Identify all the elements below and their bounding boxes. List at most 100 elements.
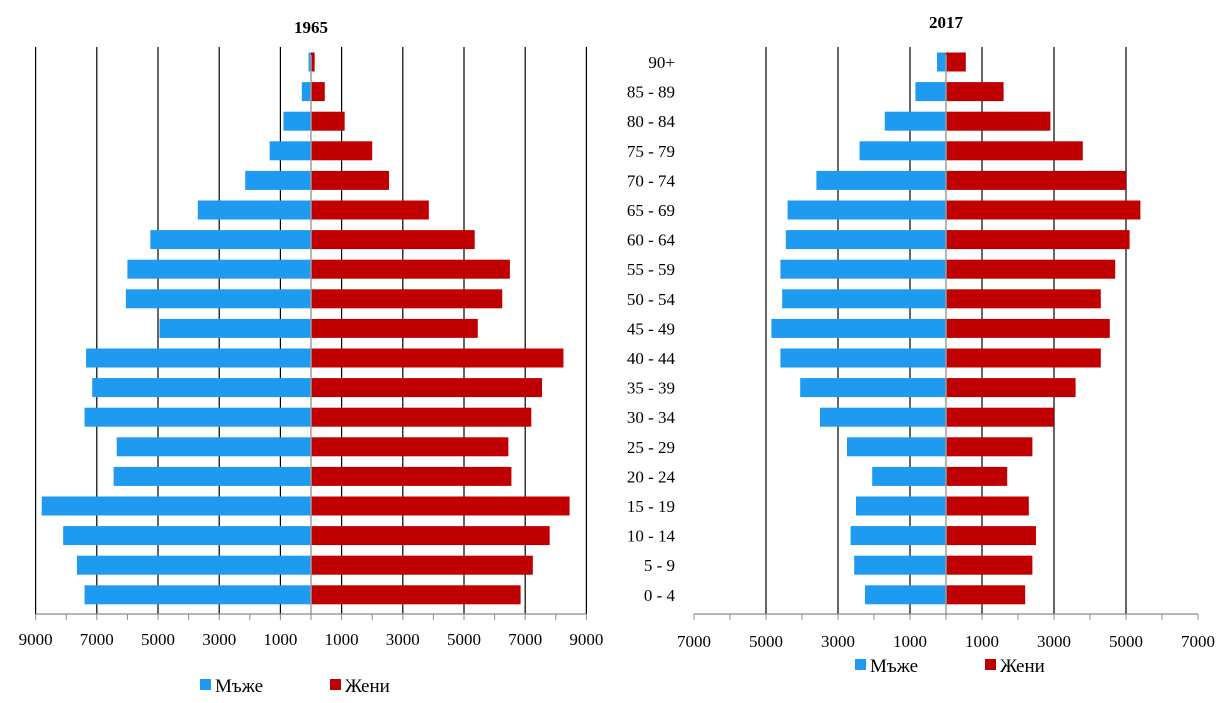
- x-tick-label-1965-5: 1000: [325, 630, 359, 649]
- bar-female-1965-0: [311, 585, 521, 605]
- category-label-0: 0 - 4: [644, 586, 676, 605]
- legend-label-2017-0: Мъже: [870, 656, 918, 677]
- bar-male-2017-16: [884, 111, 946, 131]
- legend-label-2017-1: Жени: [1000, 656, 1045, 677]
- bar-male-1965-6: [84, 407, 311, 427]
- bar-male-2017-10: [782, 289, 946, 309]
- bar-female-2017-11: [946, 259, 1116, 279]
- bar-female-2017-0: [946, 585, 1026, 605]
- bar-male-2017-14: [816, 170, 946, 190]
- bar-male-1965-10: [125, 289, 312, 309]
- bar-female-1965-17: [311, 82, 325, 102]
- bar-male-1965-8: [86, 348, 311, 368]
- bar-female-1965-16: [311, 111, 345, 131]
- category-label-12: 60 - 64: [627, 231, 676, 250]
- bar-male-1965-17: [301, 82, 311, 102]
- bar-female-1965-10: [311, 289, 503, 309]
- bar-male-2017-18: [937, 52, 946, 72]
- bar-female-2017-8: [946, 348, 1101, 368]
- category-label-4: 20 - 24: [627, 467, 676, 486]
- bar-female-1965-4: [311, 466, 512, 486]
- x-tick-label-2017-3: 1000: [893, 632, 927, 651]
- bar-male-2017-0: [865, 585, 946, 605]
- chart-title-2017: 2017: [929, 13, 964, 32]
- x-tick-label-2017-6: 5000: [1109, 632, 1143, 651]
- bar-male-2017-2: [850, 526, 946, 546]
- bar-male-1965-14: [245, 170, 311, 190]
- bar-male-1965-12: [150, 230, 311, 250]
- bar-female-2017-12: [946, 230, 1130, 250]
- legend-swatch-2017-0: [855, 659, 866, 670]
- bar-female-2017-10: [946, 289, 1101, 309]
- category-label-8: 40 - 44: [627, 349, 676, 368]
- x-tick-label-1965-1: 7000: [80, 630, 114, 649]
- x-tick-label-1965-7: 5000: [447, 630, 481, 649]
- bar-male-1965-15: [269, 141, 311, 161]
- category-label-1: 5 - 9: [644, 556, 675, 575]
- bar-female-2017-15: [946, 141, 1083, 161]
- bar-female-2017-14: [946, 170, 1126, 190]
- bar-male-2017-5: [847, 437, 946, 457]
- bar-male-1965-5: [116, 437, 311, 457]
- bar-female-1965-18: [311, 52, 315, 72]
- x-tick-label-2017-0: 7000: [677, 632, 711, 651]
- category-label-16: 80 - 84: [627, 112, 676, 131]
- category-label-7: 35 - 39: [627, 379, 675, 398]
- category-label-17: 85 - 89: [627, 83, 675, 102]
- category-label-2: 10 - 14: [627, 527, 676, 546]
- bar-male-2017-3: [856, 496, 946, 516]
- category-label-18: 90+: [648, 53, 675, 72]
- bar-male-2017-15: [859, 141, 946, 161]
- x-tick-label-1965-0: 9000: [19, 630, 53, 649]
- bar-male-2017-8: [780, 348, 946, 368]
- bar-female-1965-2: [311, 526, 550, 546]
- bar-male-2017-6: [820, 407, 946, 427]
- legend-label-1965-0: Мъже: [215, 676, 263, 697]
- bar-female-2017-17: [946, 82, 1004, 102]
- bar-female-1965-11: [311, 259, 510, 279]
- bar-male-2017-11: [780, 259, 946, 279]
- bar-female-2017-1: [946, 555, 1033, 575]
- category-label-11: 55 - 59: [627, 260, 675, 279]
- bar-female-2017-9: [946, 318, 1110, 338]
- legend-swatch-2017-1: [985, 659, 996, 670]
- bar-male-2017-9: [771, 318, 946, 338]
- legend-swatch-1965-0: [200, 679, 211, 690]
- legend-label-1965-1: Жени: [345, 676, 390, 697]
- bar-female-1965-14: [311, 170, 390, 190]
- bar-female-2017-4: [946, 466, 1008, 486]
- bar-female-1965-9: [311, 318, 478, 338]
- population-pyramid-2017: 0 - 4 5 - 9 10 - 14 15 - 19 20 - 24 25 - 29 30…: [627, 47, 1215, 677]
- bar-female-1965-5: [311, 437, 509, 457]
- population-pyramid-1965: 9000 7000 5000 3000 1000 1000 3000 5000 7000 9000…: [19, 47, 603, 697]
- bar-male-2017-12: [785, 230, 946, 250]
- bar-male-1965-4: [113, 466, 311, 486]
- bar-male-1965-18: [308, 52, 311, 72]
- bar-male-1965-13: [197, 200, 311, 220]
- x-tick-label-2017-5: 3000: [1037, 632, 1071, 651]
- x-tick-label-1965-4: 1000: [263, 630, 297, 649]
- bar-female-1965-13: [311, 200, 429, 220]
- bar-female-2017-7: [946, 378, 1076, 398]
- bar-female-1965-1: [311, 555, 533, 575]
- bar-male-2017-4: [872, 466, 946, 486]
- bar-female-1965-8: [311, 348, 564, 368]
- bar-female-1965-7: [311, 378, 543, 398]
- x-tick-label-1965-3: 3000: [202, 630, 236, 649]
- x-tick-label-2017-1: 5000: [749, 632, 783, 651]
- category-label-9: 45 - 49: [627, 319, 675, 338]
- category-label-10: 50 - 54: [627, 290, 676, 309]
- bar-male-1965-7: [92, 378, 312, 398]
- bar-female-2017-6: [946, 407, 1054, 427]
- bar-male-2017-7: [800, 378, 946, 398]
- bar-female-2017-16: [946, 111, 1051, 131]
- bar-female-1965-15: [311, 141, 373, 161]
- legend-swatch-1965-1: [330, 679, 341, 690]
- bar-male-1965-9: [159, 318, 311, 338]
- bar-male-2017-17: [915, 82, 946, 102]
- bar-male-1965-16: [283, 111, 311, 131]
- x-tick-label-2017-7: 7000: [1181, 632, 1215, 651]
- bar-female-1965-6: [311, 407, 532, 427]
- bar-male-2017-1: [854, 555, 946, 575]
- bar-female-2017-18: [946, 52, 966, 72]
